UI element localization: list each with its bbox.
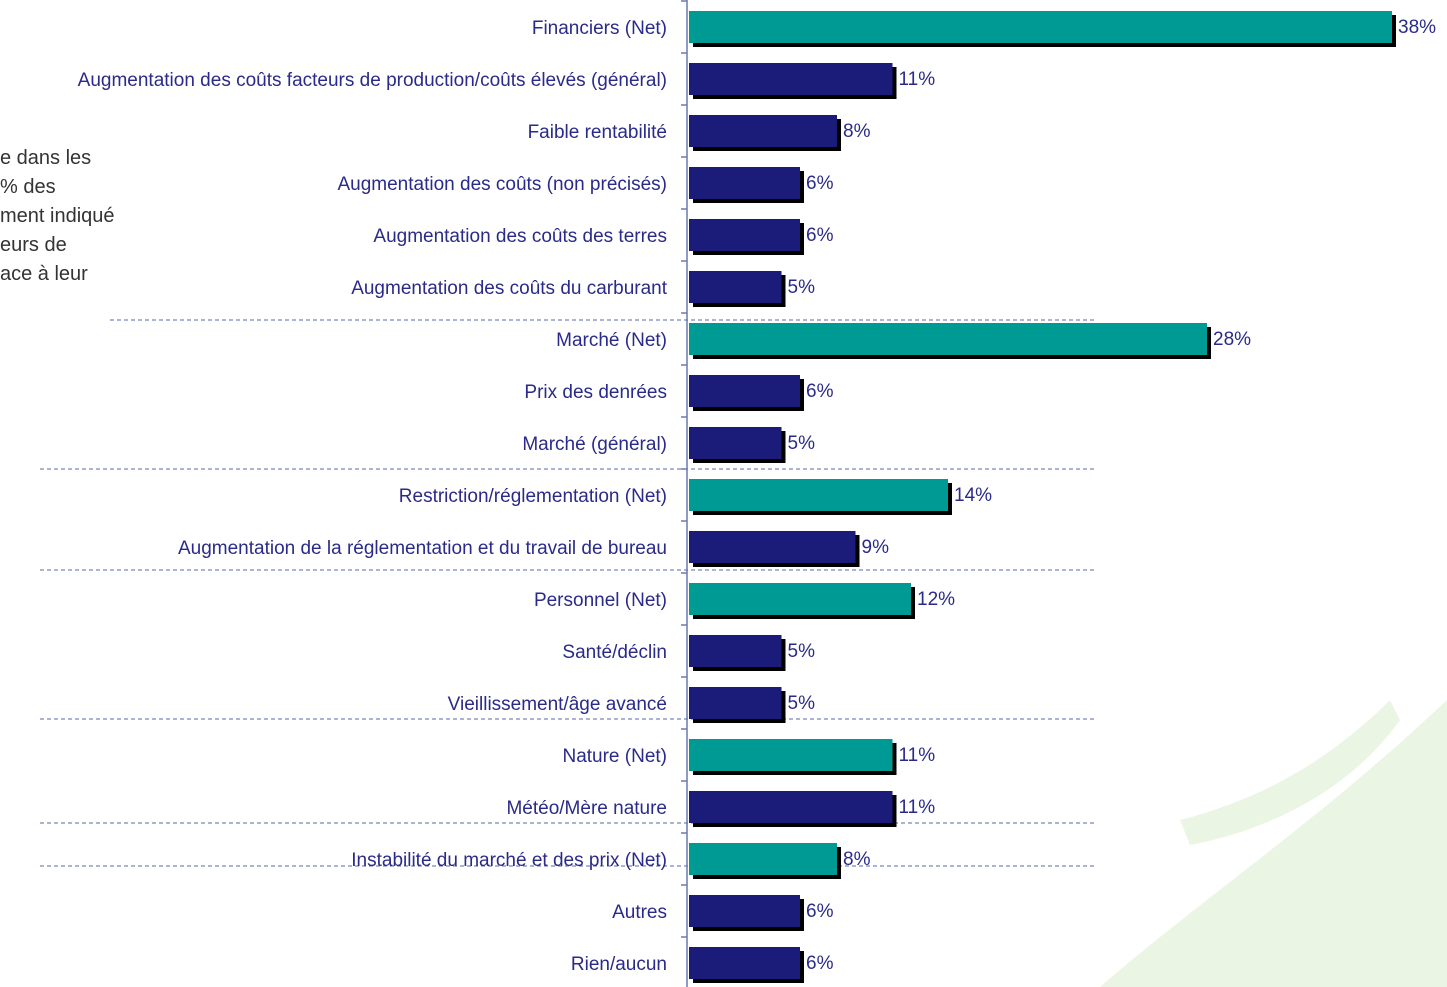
category-label: Rien/aucun	[17, 953, 667, 977]
value-label: 5%	[788, 433, 816, 454]
value-label: 5%	[788, 641, 816, 662]
bar	[689, 895, 800, 927]
category-label: Autres	[17, 901, 667, 925]
category-label: Nature (Net)	[17, 745, 667, 769]
bar	[689, 271, 782, 303]
value-label: 5%	[788, 277, 816, 298]
bar	[689, 791, 893, 823]
bar	[689, 427, 782, 459]
bar	[689, 219, 800, 251]
bar	[689, 687, 782, 719]
bar	[689, 115, 837, 147]
category-label: Faible rentabilité	[17, 121, 667, 145]
category-label: Personnel (Net)	[17, 589, 667, 613]
bar	[689, 167, 800, 199]
bar	[689, 63, 893, 95]
bar	[689, 947, 800, 979]
bar	[689, 11, 1392, 43]
value-label: 28%	[1213, 329, 1251, 350]
bar	[689, 323, 1207, 355]
bar	[689, 739, 893, 771]
value-label: 9%	[862, 537, 890, 558]
value-label: 11%	[899, 745, 936, 766]
category-label: Météo/Mère nature	[17, 797, 667, 821]
value-label: 11%	[899, 797, 936, 818]
category-label: Augmentation des coûts du carburant	[17, 277, 667, 301]
bar	[689, 375, 800, 407]
value-label: 6%	[806, 381, 834, 402]
value-label: 8%	[843, 849, 871, 870]
bar	[689, 635, 782, 667]
value-label: 14%	[954, 485, 992, 506]
annotation: e dans les	[0, 146, 91, 170]
category-label: Augmentation des coûts des terres	[17, 225, 667, 249]
category-label: Marché (général)	[17, 433, 667, 457]
category-label: Instabilité du marché et des prix (Net)	[17, 849, 667, 873]
value-label: 5%	[788, 693, 816, 714]
category-label: Prix des denrées	[17, 381, 667, 405]
category-label: Augmentation des coûts facteurs de produ…	[17, 69, 667, 93]
value-label: 11%	[899, 69, 936, 90]
bar	[689, 583, 911, 615]
category-label: Marché (Net)	[17, 329, 667, 353]
value-label: 38%	[1398, 17, 1436, 38]
category-label: Financiers (Net)	[17, 17, 667, 41]
bar	[689, 531, 856, 563]
value-label: 12%	[917, 589, 955, 610]
category-label: Restriction/réglementation (Net)	[17, 485, 667, 509]
value-label: 6%	[806, 225, 834, 246]
bar	[689, 843, 837, 875]
category-label: Vieillissement/âge avancé	[17, 693, 667, 717]
category-label: Santé/déclin	[17, 641, 667, 665]
value-label: 6%	[806, 901, 834, 922]
category-label: Augmentation des coûts (non précisés)	[17, 173, 667, 197]
value-label: 6%	[806, 953, 834, 974]
value-label: 6%	[806, 173, 834, 194]
bar	[689, 479, 948, 511]
page: 38% 11% 8% 6% 6% 5% 28% 6% 5% 14% 9% 12% 5% 5% 11% 11% 8…	[0, 0, 1447, 987]
value-label: 8%	[843, 121, 871, 142]
watermark	[1100, 700, 1447, 987]
category-label: Augmentation de la réglementation et du …	[17, 537, 667, 561]
